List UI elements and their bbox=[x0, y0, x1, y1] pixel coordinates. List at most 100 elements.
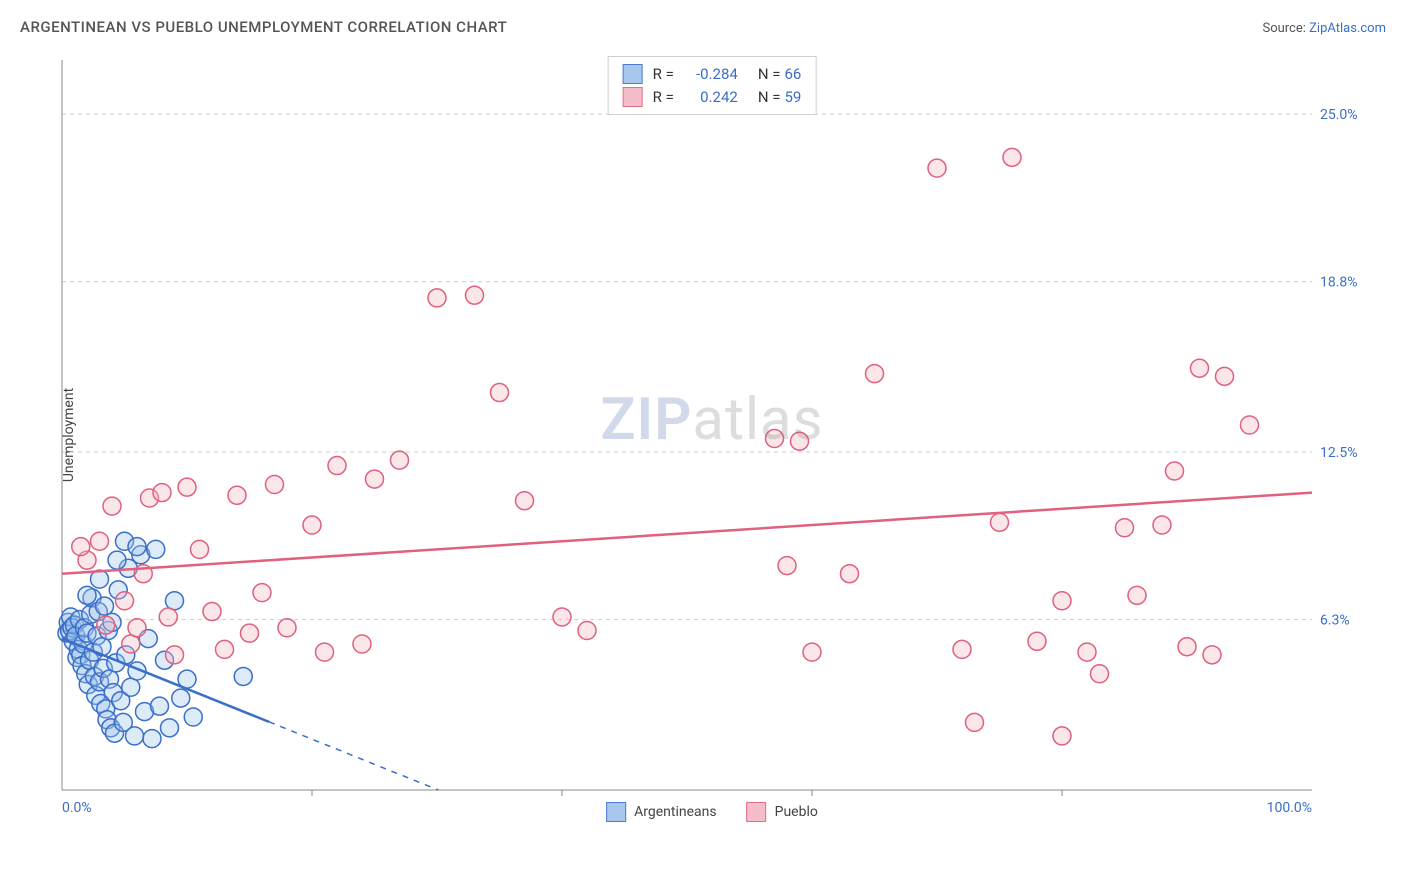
data-point bbox=[1166, 462, 1184, 480]
data-point bbox=[72, 538, 90, 556]
data-point bbox=[428, 289, 446, 307]
legend-item: Pueblo bbox=[747, 802, 818, 822]
y-tick-label: 25.0% bbox=[1320, 107, 1358, 123]
legend-row: R =-0.284 N =66 bbox=[623, 63, 802, 86]
data-point bbox=[143, 730, 161, 748]
data-point bbox=[128, 538, 146, 556]
series-legend: Argentineans Pueblo bbox=[606, 802, 818, 822]
data-point bbox=[1053, 592, 1071, 610]
data-point bbox=[78, 586, 96, 604]
data-point bbox=[91, 532, 109, 550]
header-bar: ARGENTINEAN VS PUEBLO UNEMPLOYMENT CORRE… bbox=[20, 18, 1386, 36]
legend-n-label: N = bbox=[758, 65, 781, 83]
data-point bbox=[153, 484, 171, 502]
legend-r-value: -0.284 bbox=[678, 63, 738, 86]
data-point bbox=[166, 592, 184, 610]
data-point bbox=[266, 475, 284, 493]
data-point bbox=[578, 621, 596, 639]
legend-row: R =0.242 N =59 bbox=[623, 86, 802, 109]
data-point bbox=[203, 603, 221, 621]
data-point bbox=[491, 384, 509, 402]
legend-swatch bbox=[623, 87, 643, 107]
data-point bbox=[928, 159, 946, 177]
data-point bbox=[178, 478, 196, 496]
chart-title: ARGENTINEAN VS PUEBLO UNEMPLOYMENT CORRE… bbox=[20, 18, 507, 36]
data-point bbox=[966, 713, 984, 731]
data-point bbox=[96, 597, 114, 615]
data-point bbox=[1091, 665, 1109, 683]
legend-label: Pueblo bbox=[775, 804, 818, 820]
data-point bbox=[278, 619, 296, 637]
scatter-plot: 6.3% 12.5% 18.8% 25.0% 0.0% 100.0% bbox=[52, 50, 1372, 820]
x-max-label: 100.0% bbox=[1267, 800, 1312, 816]
data-point bbox=[1128, 586, 1146, 604]
data-point bbox=[391, 451, 409, 469]
chart-container: Unemployment 6.3%12.5%18.8%25.0%0.0%100.… bbox=[52, 50, 1372, 820]
data-point bbox=[159, 608, 177, 626]
legend-n-value: 66 bbox=[784, 65, 801, 83]
legend-r-label: R = bbox=[653, 88, 674, 106]
legend-swatch bbox=[747, 802, 767, 822]
legend-item: Argentineans bbox=[606, 802, 716, 822]
data-point bbox=[161, 719, 179, 737]
data-point bbox=[1203, 646, 1221, 664]
data-point bbox=[516, 492, 534, 510]
data-point bbox=[553, 608, 571, 626]
legend-r-label: R = bbox=[653, 65, 674, 83]
x-min-label: 0.0% bbox=[62, 800, 92, 816]
legend-n-value: 59 bbox=[784, 88, 801, 106]
data-point bbox=[353, 635, 371, 653]
data-point bbox=[1216, 367, 1234, 385]
data-point bbox=[184, 708, 202, 726]
y-tick-label: 6.3% bbox=[1320, 613, 1350, 629]
data-point bbox=[1078, 643, 1096, 661]
trend-line-dashed bbox=[269, 722, 438, 790]
data-point bbox=[172, 689, 190, 707]
data-point bbox=[791, 432, 809, 450]
data-point bbox=[1153, 516, 1171, 534]
data-point bbox=[122, 678, 140, 696]
data-point bbox=[126, 727, 144, 745]
data-point bbox=[303, 516, 321, 534]
data-point bbox=[1003, 148, 1021, 166]
data-point bbox=[778, 557, 796, 575]
data-point bbox=[1028, 632, 1046, 650]
data-point bbox=[191, 540, 209, 558]
data-point bbox=[97, 616, 115, 634]
data-point bbox=[147, 540, 165, 558]
data-point bbox=[316, 643, 334, 661]
data-point bbox=[1241, 416, 1259, 434]
data-point bbox=[1191, 359, 1209, 377]
data-point bbox=[116, 592, 134, 610]
data-point bbox=[803, 643, 821, 661]
y-tick-label: 12.5% bbox=[1320, 445, 1358, 461]
data-point bbox=[366, 470, 384, 488]
legend-r-value: 0.242 bbox=[678, 86, 738, 109]
legend-swatch bbox=[606, 802, 626, 822]
data-point bbox=[328, 457, 346, 475]
data-point bbox=[841, 565, 859, 583]
legend-swatch bbox=[623, 64, 643, 84]
correlation-legend: R =-0.284 N =66 R =0.242 N =59 bbox=[608, 56, 817, 115]
data-point bbox=[108, 551, 126, 569]
legend-label: Argentineans bbox=[634, 804, 716, 820]
data-point bbox=[253, 584, 271, 602]
data-point bbox=[466, 286, 484, 304]
data-point bbox=[1178, 638, 1196, 656]
y-tick-label: 18.8% bbox=[1320, 275, 1358, 291]
data-point bbox=[216, 640, 234, 658]
data-point bbox=[866, 365, 884, 383]
series-pueblo bbox=[72, 148, 1259, 745]
data-point bbox=[991, 513, 1009, 531]
data-point bbox=[228, 486, 246, 504]
data-point bbox=[1116, 519, 1134, 537]
data-point bbox=[241, 624, 259, 642]
data-point bbox=[122, 635, 140, 653]
data-point bbox=[953, 640, 971, 658]
data-point bbox=[234, 667, 252, 685]
legend-n-label: N = bbox=[758, 88, 781, 106]
source-link[interactable]: ZipAtlas.com bbox=[1309, 21, 1386, 36]
data-point bbox=[103, 497, 121, 515]
source-attribution: Source: ZipAtlas.com bbox=[1262, 21, 1386, 36]
source-prefix: Source: bbox=[1262, 21, 1309, 36]
